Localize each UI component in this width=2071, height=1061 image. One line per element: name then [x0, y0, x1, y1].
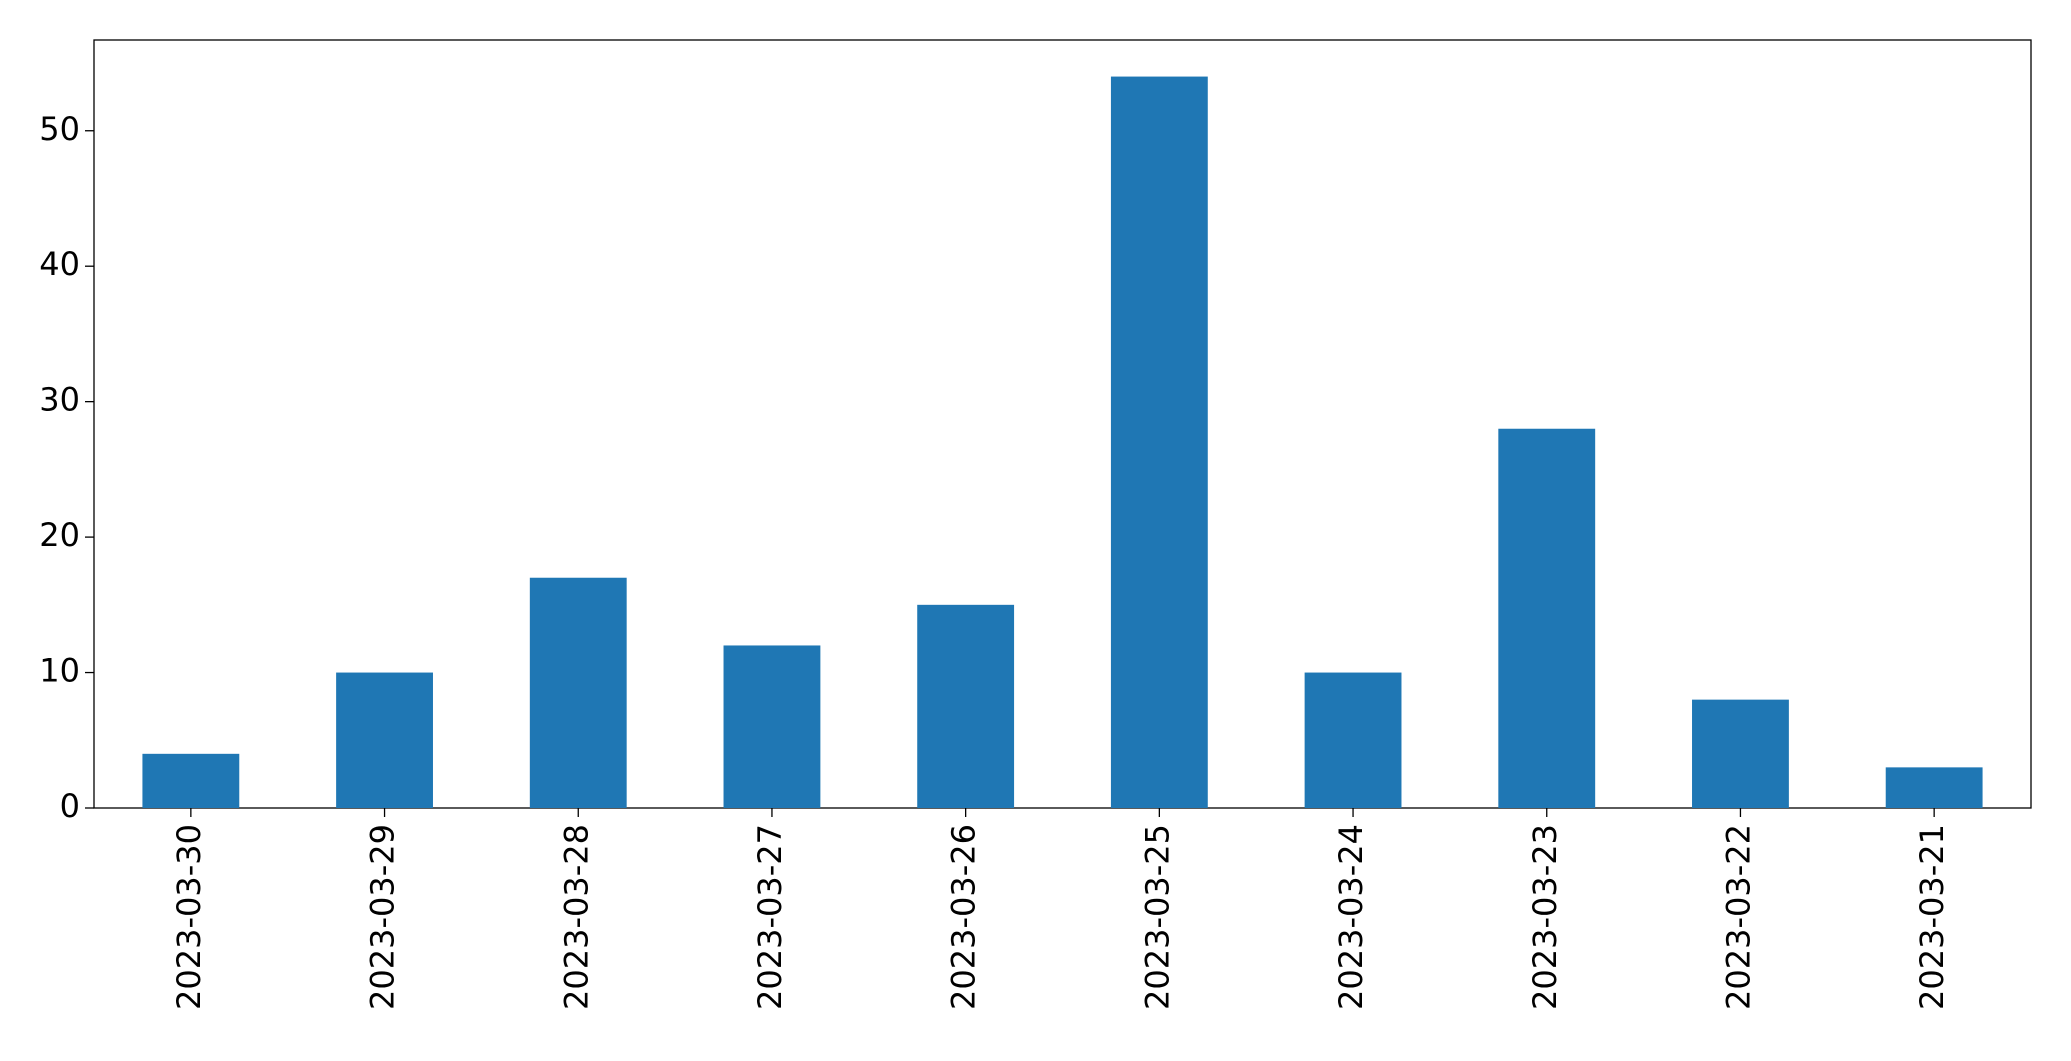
y-tick-label: 20	[39, 516, 80, 554]
y-tick-label: 30	[39, 381, 80, 419]
bar	[1885, 767, 1983, 808]
y-tick-label: 10	[39, 652, 80, 690]
bar	[142, 753, 240, 808]
bar	[917, 604, 1015, 808]
x-tick-label: 2023-03-21	[1913, 824, 1951, 1010]
bar	[1304, 672, 1402, 808]
x-tick-label: 2023-03-25	[1138, 824, 1176, 1010]
y-tick-label: 0	[60, 787, 80, 825]
x-tick-label: 2023-03-26	[945, 824, 983, 1010]
bar	[1498, 428, 1596, 808]
bar	[529, 577, 627, 808]
x-tick-label: 2023-03-27	[751, 824, 789, 1010]
bar	[336, 672, 433, 808]
x-tick-label: 2023-03-28	[557, 824, 595, 1010]
y-tick-label: 50	[39, 110, 80, 148]
x-tick-label: 2023-03-23	[1526, 824, 1564, 1010]
x-tick-label: 2023-03-30	[170, 824, 208, 1010]
bar	[723, 645, 821, 808]
x-tick-label: 2023-03-29	[364, 824, 402, 1010]
x-tick-label: 2023-03-22	[1719, 824, 1757, 1010]
y-tick-label: 40	[39, 245, 80, 283]
x-tick-label: 2023-03-24	[1332, 824, 1370, 1010]
bar	[1692, 699, 1789, 808]
plot-frame	[93, 39, 2032, 809]
bar	[1110, 76, 1208, 809]
